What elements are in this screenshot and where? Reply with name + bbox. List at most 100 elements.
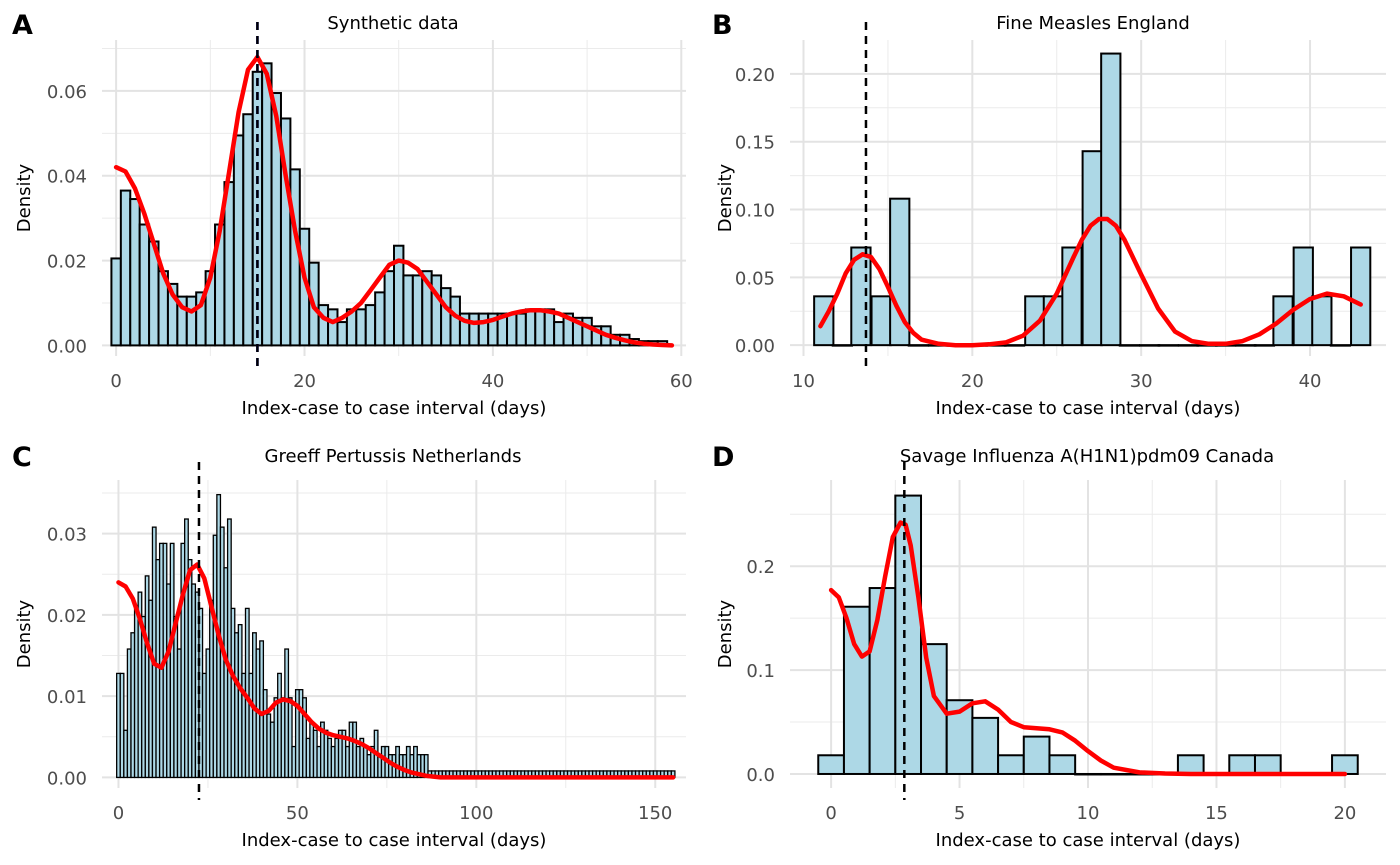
x-tick-label: 100 [459,803,493,824]
y-tick-label: 0.05 [735,268,775,289]
histogram-bar [1235,344,1257,347]
histogram-bar [1177,344,1200,347]
y-tick-label: 0.1 [746,661,775,682]
histogram-bar [581,316,593,347]
x-tick-label: 0 [825,803,836,824]
density-curve [113,54,675,348]
y-axis-label: Density [14,599,35,668]
x-tick-label: 40 [481,371,504,392]
histogram-bar [997,754,1025,775]
histogram-bar [1022,735,1051,775]
histogram-bar [287,697,293,779]
panel-tag: A [12,10,33,41]
x-tick-label: 150 [638,803,672,824]
y-axis-label: Density [14,163,35,232]
x-tick-label: 0 [113,803,124,824]
chart-title: Greeff Pertussis Netherlands [265,446,522,467]
chart-title: Fine Measles England [996,13,1190,34]
histogram-bar [411,274,424,347]
histogram-bar [1228,754,1256,775]
histogram-bar [868,587,897,775]
histogram-bar [543,308,556,347]
chart-title: Savage Influenza A(H1N1)pdm09 Canada [900,446,1274,467]
panel-d: 0 5 10 15 20 0.0 0.1 0.2 Index-case to case inte… [712,442,1386,851]
histogram-bars [813,52,1372,347]
histogram-bar [383,270,396,347]
density-curve [828,520,1348,777]
histogram-bar [242,113,254,347]
y-tick-label: 0.03 [47,525,87,546]
histogram-bar [374,291,386,347]
histogram-bar [1048,754,1077,775]
histogram-bar [364,304,377,347]
y-tick-label: 0.00 [47,768,87,789]
x-axis-label: Index-case to case interval (days) [936,398,1241,419]
y-tick-label: 0.04 [47,167,87,188]
histogram-bar [842,605,871,775]
histogram-bar [402,274,414,347]
histogram-bar [1292,246,1314,347]
x-axis-label: Index-case to case interval (days) [936,830,1241,851]
y-tick-label: 0.0 [746,765,775,786]
histogram-bar [119,189,132,347]
histogram-bar [870,295,892,347]
histogram-bar [971,716,1000,775]
histogram-bar [1081,150,1103,347]
histogram-bar [515,312,527,347]
y-tick-label: 0.00 [735,336,775,357]
histogram-bar [506,312,518,347]
histogram-bar [327,308,339,347]
histogram-bar [185,295,198,347]
y-tick-label: 0.00 [47,336,87,357]
histogram-bars [817,494,1359,776]
panel-c: 0 50 100 150 0.00 0.01 0.02 0.03 Index-case to c… [12,442,686,851]
y-tick-label: 0.15 [735,133,775,154]
panel-b: 10 20 30 40 0.00 0.05 0.10 0.15 0.20 Index-case t… [712,10,1386,419]
x-tick-label: 20 [961,371,984,392]
histogram-bar [907,344,929,347]
histogram-bar [449,295,461,347]
histogram-bar [129,198,141,347]
histogram-bar [1118,344,1140,347]
histogram-bar [1042,295,1065,347]
histogram-bar [817,754,845,775]
histogram-bar [1331,754,1359,775]
histogram-bar [355,308,367,347]
x-tick-label: 30 [1130,371,1153,392]
histogram-bar [110,257,122,347]
histogram-bar [1176,754,1205,775]
y-tick-label: 0.02 [47,606,87,627]
y-axis-label: Density [715,599,736,668]
histogram-bars [116,493,676,779]
histogram-bar [138,223,151,347]
histogram-bar [1074,772,1102,776]
histogram-bar [1329,344,1352,347]
histogram-bar [889,197,911,347]
y-tick-label: 0.02 [47,252,87,273]
y-tick-label: 0.20 [735,65,775,86]
histogram-bar [302,697,307,779]
histogram-bar [1099,772,1128,776]
histogram-bar [232,134,245,347]
panel-tag: C [12,442,32,473]
histogram-bar [261,62,273,347]
panel-tag: D [712,442,734,473]
y-axis-label: Density [715,163,736,232]
histogram-bar [534,308,546,347]
x-axis-label: Index-case to case interval (days) [242,830,547,851]
x-tick-label: 60 [670,371,693,392]
x-tick-label: 5 [954,803,965,824]
histogram-bar [1157,344,1179,347]
histogram-bar [430,274,443,347]
histogram-bar [1253,754,1282,775]
y-tick-label: 0.10 [735,201,775,222]
histogram-bar [1253,344,1276,347]
histogram-bar [119,672,125,779]
density-curve [116,562,676,780]
x-tick-label: 20 [293,371,316,392]
histogram-bar [336,321,348,347]
histogram-bar [1350,246,1372,347]
panel-a: 0 20 40 60 0.00 0.02 0.04 0.06 Index-case to cas… [12,10,693,419]
